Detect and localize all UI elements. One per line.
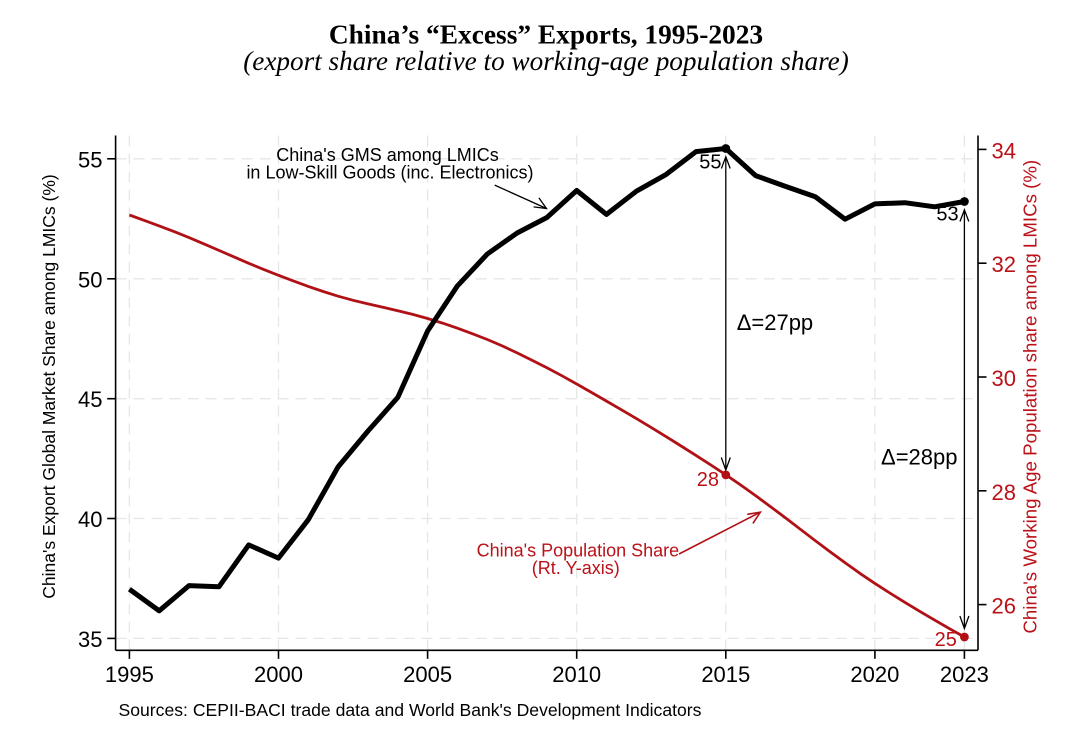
svg-text:34: 34 bbox=[992, 138, 1016, 163]
svg-text:(Rt. Y-axis): (Rt. Y-axis) bbox=[532, 558, 620, 578]
svg-text:2023: 2023 bbox=[940, 662, 989, 687]
svg-text:2015: 2015 bbox=[701, 662, 750, 687]
svg-text:53: 53 bbox=[936, 203, 958, 225]
svg-text:China’s “Excess” Exports, 1995: China’s “Excess” Exports, 1995-2023 bbox=[329, 20, 763, 50]
svg-text:28: 28 bbox=[697, 469, 719, 491]
svg-text:50: 50 bbox=[78, 267, 102, 292]
svg-text:2010: 2010 bbox=[552, 662, 601, 687]
svg-text:China's GMS among LMICs: China's GMS among LMICs bbox=[276, 145, 499, 165]
svg-text:40: 40 bbox=[78, 507, 102, 532]
svg-text:2000: 2000 bbox=[254, 662, 303, 687]
svg-text:China's Working Age Population: China's Working Age Population share amo… bbox=[1020, 160, 1041, 634]
svg-text:Δ=27pp: Δ=27pp bbox=[737, 310, 813, 335]
svg-text:China's Population Share: China's Population Share bbox=[477, 540, 680, 560]
svg-text:35: 35 bbox=[78, 627, 102, 652]
svg-text:26: 26 bbox=[992, 594, 1016, 619]
svg-text:30: 30 bbox=[992, 366, 1016, 391]
svg-text:25: 25 bbox=[935, 629, 957, 651]
svg-text:Δ=28pp: Δ=28pp bbox=[881, 445, 957, 470]
svg-text:China's Export Global Market S: China's Export Global Market Share among… bbox=[39, 174, 59, 598]
svg-text:2005: 2005 bbox=[403, 662, 452, 687]
svg-text:45: 45 bbox=[78, 387, 102, 412]
svg-text:(export share relative to work: (export share relative to working-age po… bbox=[243, 46, 849, 76]
svg-text:32: 32 bbox=[992, 252, 1016, 277]
svg-text:1995: 1995 bbox=[105, 662, 154, 687]
svg-text:55: 55 bbox=[699, 151, 721, 173]
svg-text:55: 55 bbox=[78, 147, 102, 172]
svg-text:in Low-Skill Goods (inc. Elect: in Low-Skill Goods (inc. Electronics) bbox=[246, 163, 533, 183]
svg-text:Sources: CEPII-BACI trade data: Sources: CEPII-BACI trade data and World… bbox=[119, 700, 702, 720]
svg-text:28: 28 bbox=[992, 480, 1016, 505]
svg-text:2020: 2020 bbox=[850, 662, 899, 687]
